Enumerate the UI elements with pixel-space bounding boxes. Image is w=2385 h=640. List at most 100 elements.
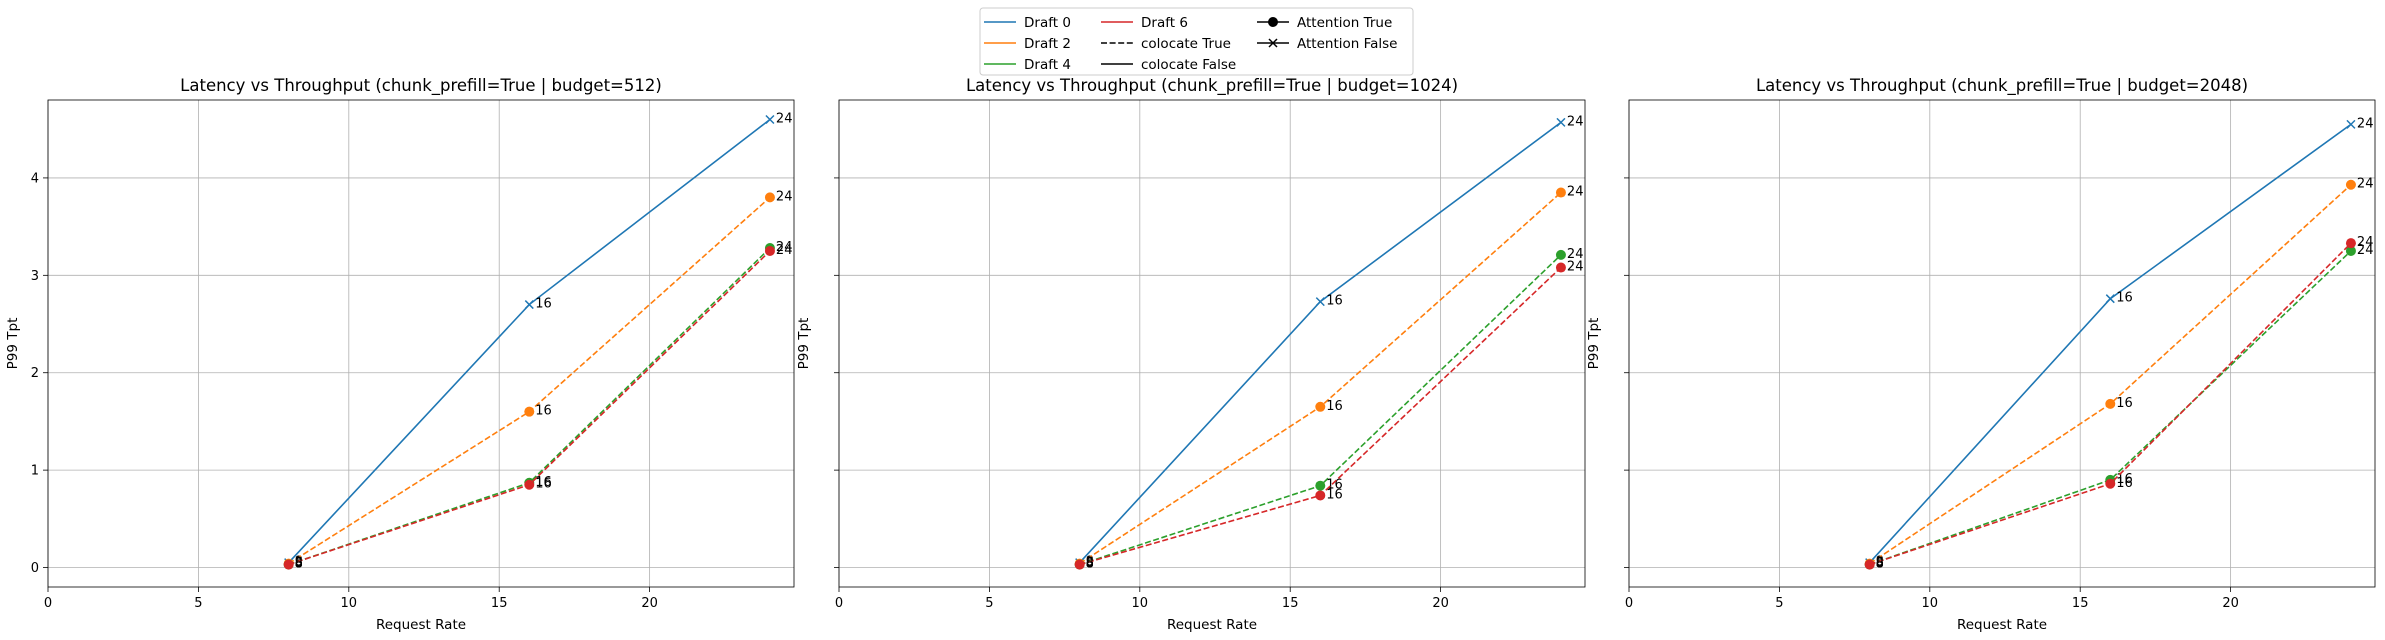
point-label: 24 bbox=[2357, 177, 2374, 192]
subplots: 0 5 10 15 200123481624816248162481624Latency… bbox=[5, 76, 2376, 633]
data-point bbox=[1315, 401, 1326, 412]
legend-label: Draft 6 bbox=[1141, 15, 1188, 31]
data-point bbox=[2345, 179, 2356, 190]
legend-marker bbox=[1268, 38, 1278, 48]
y-axis-label: P99 Tpt bbox=[5, 318, 21, 370]
axis-ticks: 0 5 10 15 20 bbox=[1624, 177, 2239, 611]
series-draft-0: 8 16 24 bbox=[284, 111, 793, 570]
point-label: 16 bbox=[2116, 472, 2133, 487]
series-draft-2: 8 16 24 bbox=[1864, 177, 2374, 571]
legend-entry-draft-0: Draft 0 bbox=[984, 15, 1071, 31]
legend-label: colocate False bbox=[1141, 57, 1236, 73]
point-label: 8 bbox=[1876, 556, 1884, 571]
x-tick-label: 15 bbox=[1282, 596, 1299, 611]
data-point bbox=[764, 192, 775, 203]
point-label: 24 bbox=[2357, 243, 2374, 258]
subplot-1: 0 5 10 15 200123481624816248162481624Latency… bbox=[5, 76, 795, 633]
point-label: 8 bbox=[295, 556, 303, 571]
x-tick-label: 20 bbox=[641, 596, 658, 611]
y-axis-label: P99 Tpt bbox=[796, 318, 812, 370]
data-point bbox=[1864, 559, 1875, 570]
y-tick-label: 1 bbox=[31, 464, 39, 479]
x-tick-label: 0 bbox=[835, 596, 843, 611]
point-label: 16 bbox=[2116, 291, 2133, 306]
point-label: 16 bbox=[535, 297, 552, 312]
legend-entry-attention-false: Attention False bbox=[1257, 36, 1398, 52]
series-draft-6: 8 16 24 bbox=[1864, 235, 2374, 572]
x-tick-label: 10 bbox=[1922, 596, 1939, 611]
point-label: 16 bbox=[535, 404, 552, 419]
point-label: 16 bbox=[535, 475, 552, 490]
x-tick-label: 0 bbox=[44, 596, 52, 611]
x-tick-label: 5 bbox=[985, 596, 993, 611]
point-label: 8 bbox=[295, 557, 303, 572]
data-point bbox=[1315, 480, 1326, 491]
axis-ticks: 0 5 10 15 20 0 1 2 3 4 bbox=[31, 171, 658, 611]
point-label: 8 bbox=[295, 555, 303, 570]
data-point bbox=[764, 245, 775, 256]
point-label: 24 bbox=[1567, 114, 1584, 129]
point-label: 8 bbox=[1086, 557, 1094, 572]
data-point bbox=[2346, 119, 2356, 129]
subplot-title: Latency vs Throughput (chunk_prefill=Tru… bbox=[180, 76, 662, 96]
data-point bbox=[765, 114, 775, 125]
legend-box bbox=[979, 7, 1414, 76]
data-point bbox=[524, 300, 534, 310]
axis-ticks: 0 5 10 15 20 bbox=[834, 177, 1449, 611]
point-label: 24 bbox=[2357, 235, 2374, 250]
data-point bbox=[524, 406, 535, 417]
point-label: 8 bbox=[1876, 557, 1884, 572]
data-point bbox=[1315, 490, 1326, 501]
series-line bbox=[1079, 266, 1562, 566]
x-tick-label: 20 bbox=[1432, 596, 1449, 611]
point-label: 16 bbox=[535, 477, 552, 492]
point-label: 16 bbox=[1326, 478, 1343, 493]
point-label: 24 bbox=[776, 243, 793, 258]
data-point bbox=[2345, 245, 2356, 256]
x-axis-label: Request Rate bbox=[1167, 617, 1257, 633]
series-draft-2: 8 16 24 bbox=[283, 189, 793, 571]
point-label: 16 bbox=[2116, 396, 2133, 411]
legend-entry-attention-true: Attention True bbox=[1257, 15, 1392, 31]
data-point bbox=[1556, 117, 1566, 127]
series-draft-0: 8 16 24 bbox=[1865, 116, 2374, 570]
grid bbox=[1628, 100, 2375, 587]
series-line bbox=[288, 196, 771, 565]
point-label: 16 bbox=[1326, 294, 1343, 309]
legend-marker bbox=[1268, 17, 1278, 27]
point-label: 24 bbox=[776, 189, 793, 204]
series-draft-2: 8 16 24 bbox=[1074, 185, 1583, 571]
x-axis-label: Request Rate bbox=[1957, 617, 2047, 633]
legend-label: colocate True bbox=[1141, 36, 1231, 52]
figure-legend: Draft 0 Draft 2 Draft 4 Draft 6 colocate Tru… bbox=[979, 7, 1414, 76]
data-point bbox=[283, 559, 294, 570]
series-line bbox=[1869, 184, 2352, 565]
series-draft-6: 8 16 24 bbox=[1074, 260, 1584, 572]
point-label: 16 bbox=[1326, 399, 1343, 414]
legend-label: Draft 4 bbox=[1024, 57, 1071, 73]
data-point bbox=[1555, 187, 1566, 198]
point-label: 24 bbox=[1567, 260, 1584, 275]
point-label: 24 bbox=[2357, 116, 2374, 131]
data-point bbox=[1555, 262, 1566, 273]
point-label: 24 bbox=[776, 111, 793, 126]
series-line bbox=[1869, 123, 2352, 564]
subplot-title: Latency vs Throughput (chunk_prefill=Tru… bbox=[1756, 76, 2248, 96]
data-point bbox=[1555, 249, 1566, 260]
subplot-title: Latency vs Throughput (chunk_prefill=Tru… bbox=[966, 76, 1458, 96]
y-tick-label: 3 bbox=[31, 269, 39, 284]
y-tick-label: 4 bbox=[31, 171, 39, 186]
legend-label: Attention True bbox=[1297, 15, 1392, 31]
plot-frame bbox=[1628, 99, 2376, 588]
x-tick-label: 15 bbox=[491, 596, 508, 611]
y-tick-label: 0 bbox=[31, 561, 39, 576]
legend-entry-colocate-true: colocate True bbox=[1101, 36, 1231, 52]
series-line bbox=[288, 118, 771, 564]
data-point bbox=[2105, 294, 2115, 304]
x-tick-label: 5 bbox=[194, 596, 202, 611]
x-tick-label: 10 bbox=[1132, 596, 1149, 611]
y-tick-label: 2 bbox=[31, 366, 39, 381]
point-label: 8 bbox=[1086, 556, 1094, 571]
